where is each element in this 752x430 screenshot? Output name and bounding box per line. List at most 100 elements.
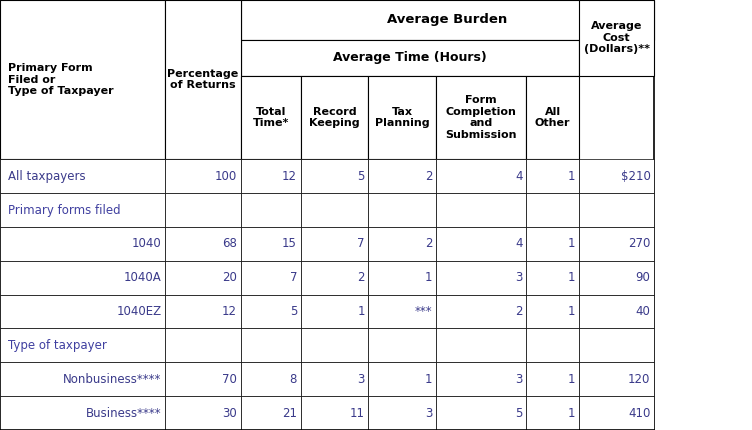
Bar [301, 227, 368, 261]
Text: 5: 5 [290, 305, 297, 318]
Text: Type of taxpayer: Type of taxpayer [8, 339, 106, 352]
Bar [436, 261, 526, 295]
Bar [241, 193, 301, 227]
Bar [0, 0, 654, 430]
Text: All taxpayers: All taxpayers [8, 170, 85, 183]
Bar [579, 329, 654, 362]
Text: 1040: 1040 [132, 237, 162, 250]
Bar [579, 295, 654, 329]
Text: Primary forms filed: Primary forms filed [8, 203, 120, 217]
Bar [436, 227, 526, 261]
Text: 1040EZ: 1040EZ [117, 305, 162, 318]
Text: 270: 270 [628, 237, 650, 250]
Text: 70: 70 [222, 373, 237, 386]
Bar [526, 227, 579, 261]
Text: 40: 40 [635, 305, 650, 318]
Bar [0, 0, 165, 159]
Bar [301, 159, 368, 193]
Bar [526, 295, 579, 329]
Bar [368, 396, 436, 430]
Bar [526, 329, 579, 362]
Bar [241, 40, 579, 76]
Bar [368, 227, 436, 261]
Bar [579, 193, 654, 227]
Text: 12: 12 [282, 170, 297, 183]
Text: 30: 30 [222, 407, 237, 420]
Text: 5: 5 [357, 170, 365, 183]
Bar [368, 261, 436, 295]
Text: 410: 410 [628, 407, 650, 420]
Text: 3: 3 [357, 373, 365, 386]
Bar [241, 362, 301, 396]
Text: 5: 5 [515, 407, 523, 420]
Text: Primary Form
Filed or
Type of Taxpayer: Primary Form Filed or Type of Taxpayer [8, 63, 113, 96]
Bar [436, 193, 526, 227]
Bar [301, 193, 368, 227]
Bar [241, 396, 301, 430]
Bar [436, 329, 526, 362]
Text: 2: 2 [425, 170, 432, 183]
Text: 7: 7 [357, 237, 365, 250]
Bar [368, 159, 436, 193]
Text: Average Time (Hours): Average Time (Hours) [333, 51, 487, 64]
Text: Nonbusiness****: Nonbusiness**** [63, 373, 162, 386]
Bar [0, 159, 165, 193]
Text: 1: 1 [425, 271, 432, 284]
Bar [368, 76, 436, 159]
Text: 11: 11 [350, 407, 365, 420]
Text: 7: 7 [290, 271, 297, 284]
Text: 20: 20 [222, 271, 237, 284]
Bar [0, 295, 165, 329]
Bar [241, 227, 301, 261]
Text: Tax
Planning: Tax Planning [375, 107, 429, 128]
Text: All
Other: All Other [535, 107, 571, 128]
Bar [526, 76, 579, 159]
Bar [165, 329, 241, 362]
Text: 1: 1 [568, 305, 575, 318]
Bar [579, 396, 654, 430]
Text: 100: 100 [214, 170, 237, 183]
Bar [241, 76, 301, 159]
Text: 1: 1 [568, 407, 575, 420]
Bar [301, 329, 368, 362]
Text: Business****: Business**** [86, 407, 162, 420]
Bar [241, 0, 654, 40]
Text: 1: 1 [425, 373, 432, 386]
Bar [241, 329, 301, 362]
Bar [165, 0, 241, 159]
Text: Average Burden: Average Burden [387, 13, 508, 26]
Bar [579, 227, 654, 261]
Bar [579, 0, 654, 76]
Bar [436, 76, 526, 159]
Text: 21: 21 [282, 407, 297, 420]
Text: 1: 1 [568, 170, 575, 183]
Bar [165, 396, 241, 430]
Text: 1: 1 [357, 305, 365, 318]
Text: 120: 120 [628, 373, 650, 386]
Bar [526, 261, 579, 295]
Bar [436, 295, 526, 329]
Bar [368, 329, 436, 362]
Text: Percentage
of Returns: Percentage of Returns [168, 69, 238, 90]
Bar [165, 362, 241, 396]
Text: Average
Cost
(Dollars)**: Average Cost (Dollars)** [584, 21, 650, 55]
Bar [579, 362, 654, 396]
Bar [436, 396, 526, 430]
Bar [165, 193, 241, 227]
Bar [301, 362, 368, 396]
Text: 68: 68 [222, 237, 237, 250]
Text: Form
Completion
and
Submission: Form Completion and Submission [445, 95, 517, 140]
Text: 90: 90 [635, 271, 650, 284]
Bar [526, 193, 579, 227]
Bar [526, 362, 579, 396]
Text: 8: 8 [290, 373, 297, 386]
Bar [368, 362, 436, 396]
Text: 15: 15 [282, 237, 297, 250]
Bar [0, 227, 165, 261]
Bar [436, 159, 526, 193]
Text: 1: 1 [568, 237, 575, 250]
Bar [241, 261, 301, 295]
Text: Total
Time*: Total Time* [253, 107, 289, 128]
Text: 2: 2 [515, 305, 523, 318]
Text: 4: 4 [515, 237, 523, 250]
